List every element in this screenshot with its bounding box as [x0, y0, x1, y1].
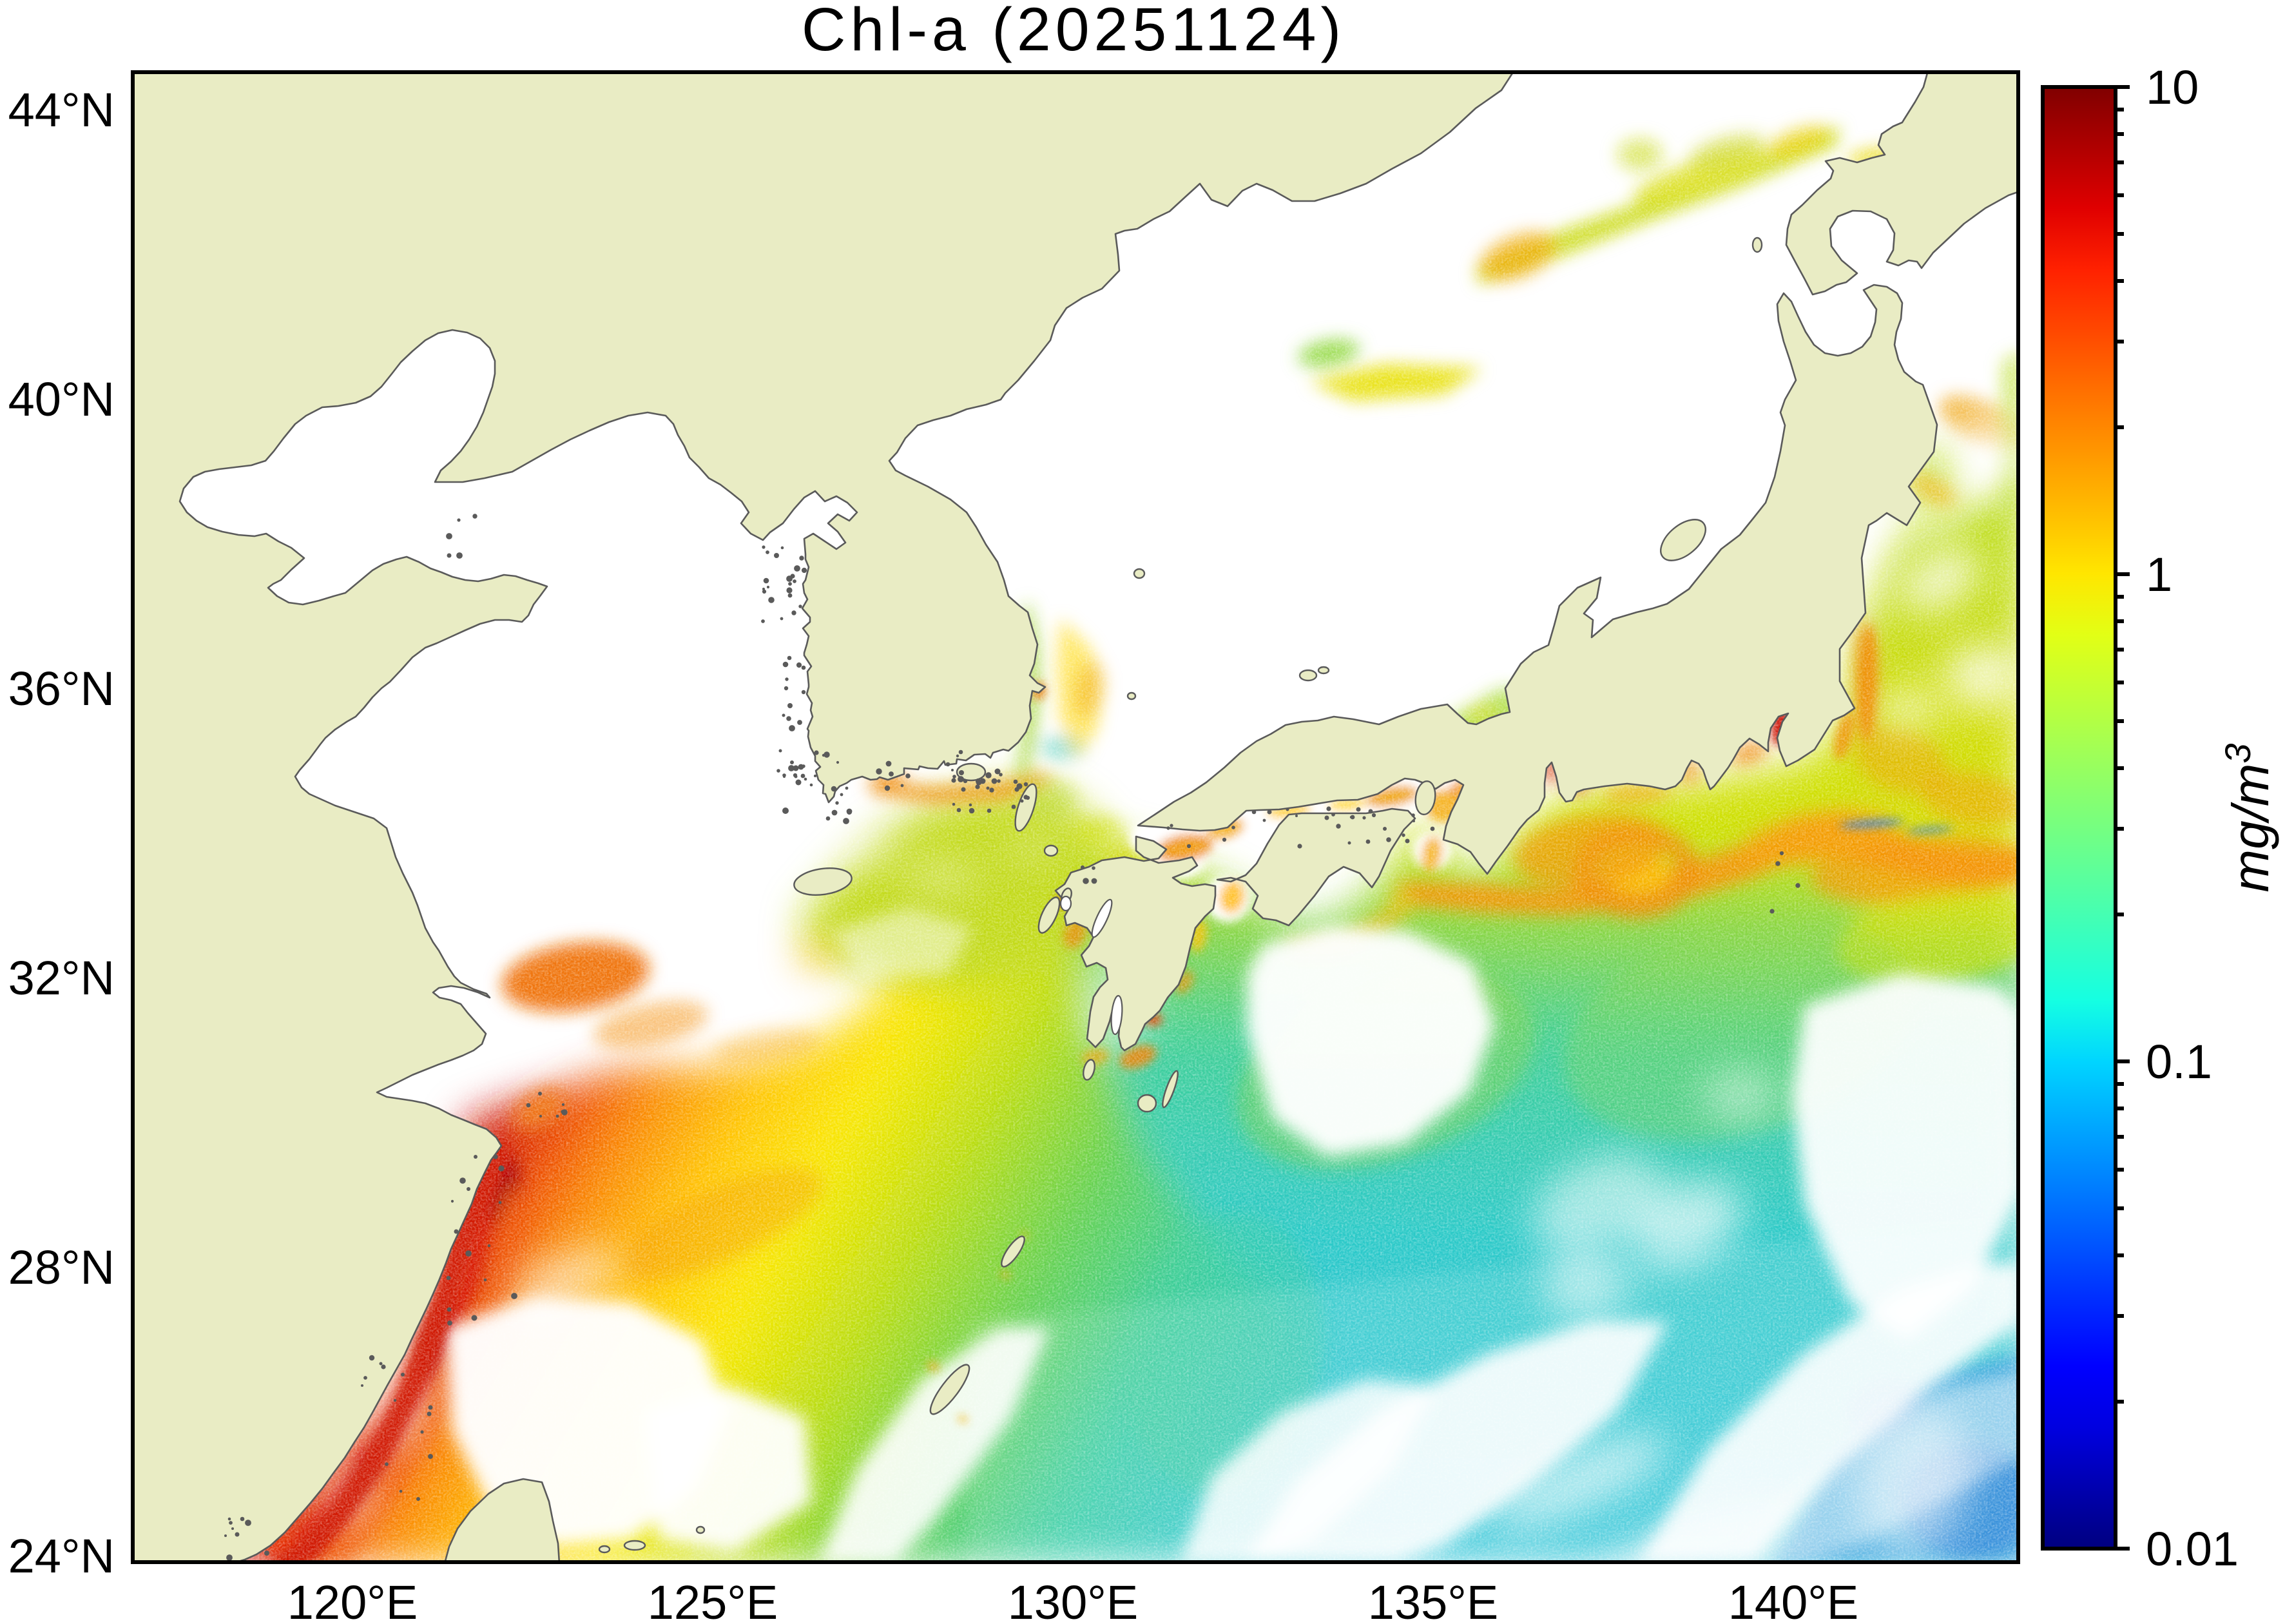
- svg-text:40°N: 40°N: [8, 372, 115, 426]
- svg-text:120°E: 120°E: [287, 1576, 418, 1624]
- svg-text:0.1: 0.1: [2146, 1035, 2212, 1088]
- svg-text:24°N: 24°N: [8, 1529, 115, 1583]
- svg-text:mg/m3: mg/m3: [2217, 743, 2279, 892]
- svg-text:130°E: 130°E: [1008, 1576, 1138, 1624]
- svg-text:125°E: 125°E: [648, 1576, 778, 1624]
- svg-text:10: 10: [2146, 61, 2199, 114]
- svg-text:28°N: 28°N: [8, 1241, 115, 1294]
- svg-text:44°N: 44°N: [8, 83, 115, 137]
- svg-text:140°E: 140°E: [1728, 1576, 1858, 1624]
- svg-text:32°N: 32°N: [8, 951, 115, 1005]
- svg-text:36°N: 36°N: [8, 662, 115, 715]
- svg-text:135°E: 135°E: [1368, 1576, 1498, 1624]
- svg-text:1: 1: [2146, 548, 2172, 601]
- svg-text:Chl-a (20251124): Chl-a (20251124): [802, 0, 1345, 64]
- svg-text:0.01: 0.01: [2146, 1522, 2239, 1576]
